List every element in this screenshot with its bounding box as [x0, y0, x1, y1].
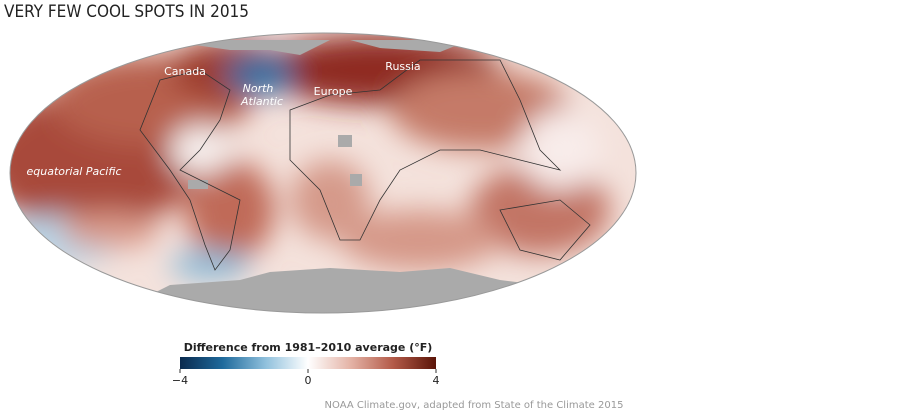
- colorbar: [180, 357, 436, 369]
- map-label: equatorial Pacific: [26, 165, 121, 178]
- tick-label: −4: [172, 374, 188, 387]
- map-label: North: [243, 82, 274, 95]
- map-label: Canada: [164, 65, 206, 78]
- title: VERY FEW COOL SPOTS IN 2015: [4, 2, 249, 22]
- legend-title: Difference from 1981–2010 average (°F): [184, 341, 433, 354]
- credit: NOAA Climate.gov, adapted from State of …: [325, 400, 624, 411]
- map-label: Russia: [385, 60, 420, 73]
- colorbar-ticks: −4 0 4: [172, 369, 440, 387]
- tick-label: 4: [433, 374, 440, 387]
- tick-label: 0: [305, 374, 312, 387]
- map-label: Atlantic: [240, 95, 283, 108]
- map-label: Europe: [314, 85, 353, 98]
